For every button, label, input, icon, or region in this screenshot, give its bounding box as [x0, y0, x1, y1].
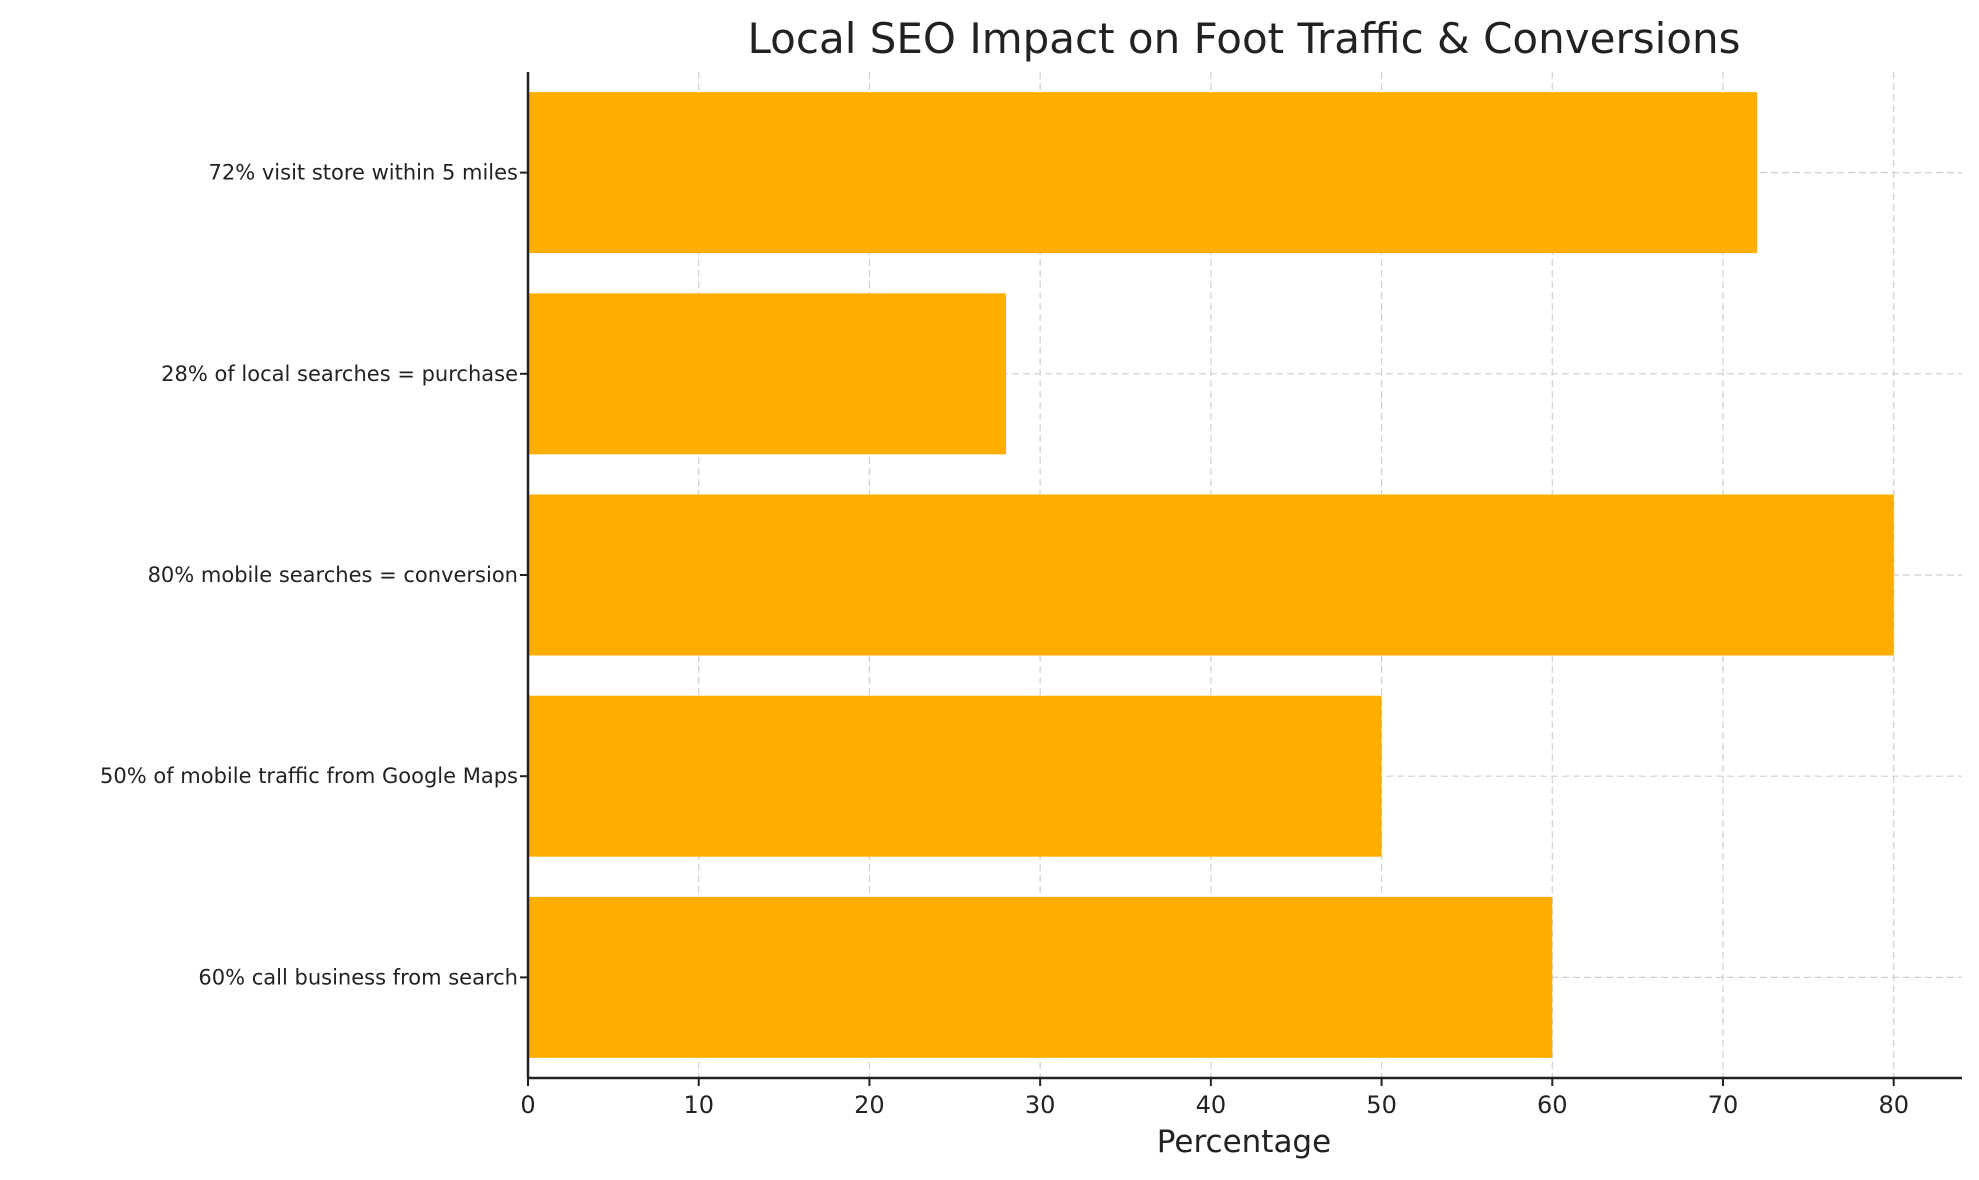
x-tick-label: 50 [1366, 1091, 1397, 1119]
bar [528, 92, 1758, 254]
x-axis-label: Percentage [1157, 1124, 1331, 1160]
bar [528, 695, 1382, 857]
x-tick-label: 0 [520, 1091, 535, 1119]
bar [528, 494, 1894, 656]
x-tick-label: 80 [1878, 1091, 1909, 1119]
y-tick-label: 50% of mobile traffic from Google Maps [100, 764, 518, 788]
x-tick-label: 40 [1196, 1091, 1227, 1119]
bars [528, 92, 1894, 1058]
x-tick-label: 60 [1537, 1091, 1568, 1119]
y-tick-label: 60% call business from search [198, 965, 518, 989]
x-ticks: 0 10 20 30 40 50 60 70 80 [520, 1078, 1909, 1119]
y-tick-label: 80% mobile searches = conversion [148, 563, 518, 587]
x-tick-label: 10 [683, 1091, 714, 1119]
y-tick-label: 28% of local searches = purchase [161, 362, 518, 386]
chart-title: Local SEO Impact on Foot Traffic & Conve… [748, 14, 1741, 63]
bar [528, 896, 1553, 1058]
x-tick-label: 70 [1708, 1091, 1739, 1119]
y-tick-label: 72% visit store within 5 miles [209, 161, 518, 185]
x-tick-label: 30 [1025, 1091, 1056, 1119]
x-tick-label: 20 [854, 1091, 885, 1119]
bar [528, 293, 1006, 455]
y-ticks: 60% call business from search 50% of mobi… [100, 161, 528, 989]
